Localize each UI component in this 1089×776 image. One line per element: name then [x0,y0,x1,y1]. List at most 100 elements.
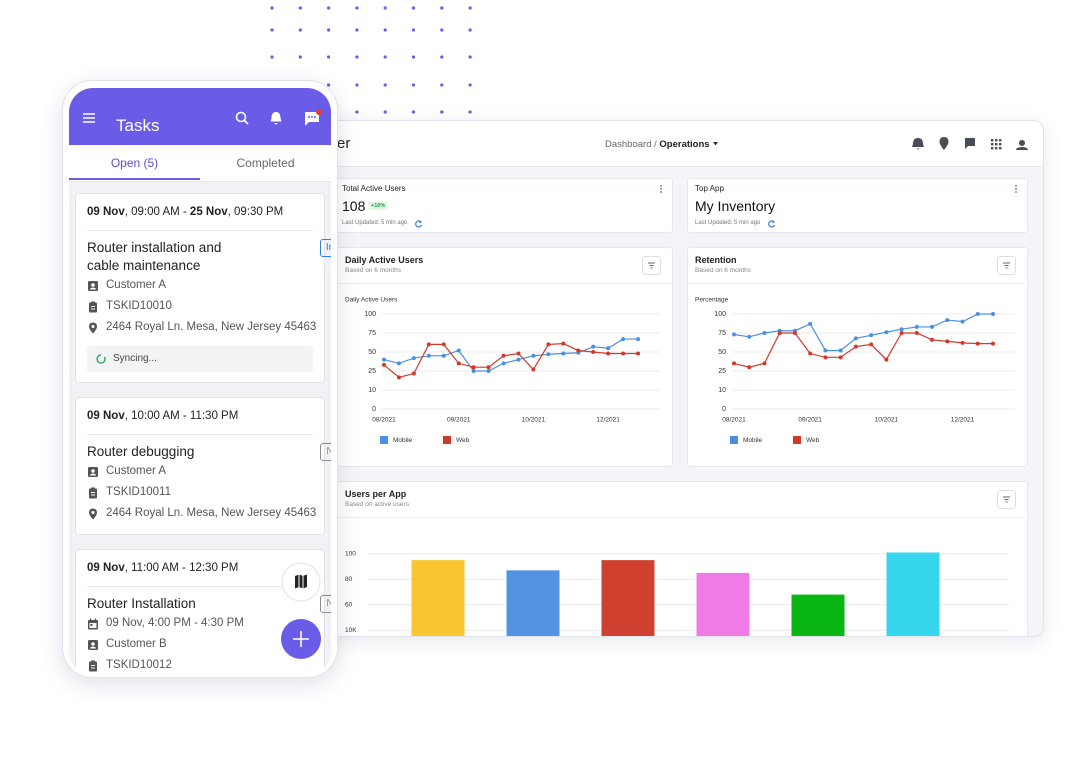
x-tick-label: 08/2021 [372,417,396,424]
dot [468,28,472,32]
y-tick-label: 10 [368,387,376,394]
point [636,337,640,342]
date-part: 25 Nov [189,206,228,218]
task-date: 09 Nov, 09:00 AM - 25 Nov, 09:30 PM [87,194,313,231]
point [945,318,950,323]
y-tick-label: 75 [718,330,726,337]
dot [383,6,387,10]
chart: Percentage 0 10 25 50 75 100 08/2021 09/2021 10/2… [695,297,1015,444]
date-part: , 09:00 AM - [124,206,190,218]
point [991,312,995,316]
apps-icon[interactable] [991,139,1002,150]
point [396,375,401,380]
date-part: 09 Nov [87,562,125,574]
chart-title: Daily Active Users [345,255,424,265]
search-icon[interactable] [235,111,249,125]
menu-icon[interactable] [1013,184,1019,196]
line [733,332,993,368]
dot [270,6,274,10]
detail-text: TSKID10012 [106,659,172,671]
breadcrumb: Dashboard / Operations [605,139,719,150]
detail-icon [89,508,97,519]
chart-title: Retention [695,255,737,265]
refresh-icon[interactable] [414,219,423,228]
point [486,365,491,370]
y-axis-label: Daily Active Users [345,297,398,304]
refresh-icon[interactable] [767,219,776,228]
kpi-card: Total Active Users 108 +10% Last Updated… [337,178,673,233]
task-detail: Customer A [87,461,313,482]
breadcrumb-current[interactable]: Operations [659,139,710,150]
task-card[interactable]: 09 Nov, 09:00 AM - 25 Nov, 09:30 PM Route… [75,193,331,383]
sync-text: Syncing... [113,353,157,364]
tab-active[interactable]: Open (5) [110,156,159,170]
x-tick-label: 12/2021 [596,417,620,424]
dot [468,110,472,114]
dot-pattern [270,6,472,114]
task-detail: 2464 Royal Ln. Mesa, New Jersey 45463 [87,317,316,338]
x-tick-label: 12/2021 [951,417,975,424]
chart: 10K 60 80 100 [345,550,1009,636]
detail-text: Customer A [106,279,167,291]
point [808,351,813,356]
y-tick-label: 10K [345,627,357,634]
menu-icon[interactable] [658,184,664,196]
x-tick-label: 09/2021 [447,417,471,424]
task-card[interactable]: 09 Nov, 11:00 AM - 12:30 PM Router Instal… [75,549,331,672]
dot [440,55,444,59]
filter-button[interactable] [997,490,1016,509]
user-icon[interactable] [1016,140,1028,150]
legend-label: Mobile [743,437,763,444]
detail-icon [88,639,98,650]
x-tick-label: 10/2021 [875,417,899,424]
date-part: , 11:00 AM - 12:30 PM [124,562,239,574]
breadcrumb-item[interactable]: Dashboard [605,139,652,150]
phone: Tasks Open (5) Completed 09 Nov, 09:00 A… [62,80,338,678]
y-tick-label: 60 [345,602,353,609]
point [591,350,596,354]
date-part: 09 Nov [87,410,125,422]
map-button[interactable] [279,560,323,604]
kpi-card: Top App My Inventory Last Updated: 5 min… [687,178,1028,233]
y-tick-label: 0 [372,406,376,413]
kpi-badge: +10% [369,202,388,210]
point [426,342,431,347]
add-button[interactable] [278,616,324,662]
point [884,357,889,362]
point [732,361,736,366]
tab[interactable]: Completed [236,156,295,170]
location-icon[interactable] [939,137,949,150]
point [456,348,461,353]
point [441,353,446,358]
point [899,327,904,332]
filter-button[interactable] [642,256,661,275]
dot [383,28,387,32]
dot [327,55,331,59]
dot [327,6,331,10]
task-title-row: Router installation and cable maintenanc… [87,239,331,275]
chart: Daily Active Users 0 10 25 50 75 100 08/2021 09/… [345,297,660,444]
dot [355,55,359,59]
bar [506,570,560,636]
y-tick-label: 80 [345,576,353,583]
chart-subtitle: Based on active users [345,501,409,508]
detail-icon [88,280,98,291]
kpi-value: 108 [342,198,366,214]
chart-card: Users per App Based on active users 10K 60 8… [337,481,1028,636]
point [945,339,950,344]
message-icon[interactable] [965,138,975,149]
menu-icon[interactable] [82,112,96,124]
bell-icon[interactable] [270,112,282,125]
bell-icon[interactable] [912,138,924,150]
chart-subtitle: Based on 6 months [695,267,752,274]
task-title-row: Router debugging Not Started [87,443,331,461]
task-card[interactable]: 09 Nov, 10:00 AM - 11:30 PM Router debugg… [75,397,331,535]
filter-button[interactable] [997,256,1016,275]
point [411,356,416,361]
task-status: In Progress [319,239,331,257]
point [471,365,476,370]
caret[interactable] [712,141,719,147]
chat-icon[interactable] [305,109,322,126]
point [960,340,965,345]
kpi-title: Top App [695,184,724,193]
